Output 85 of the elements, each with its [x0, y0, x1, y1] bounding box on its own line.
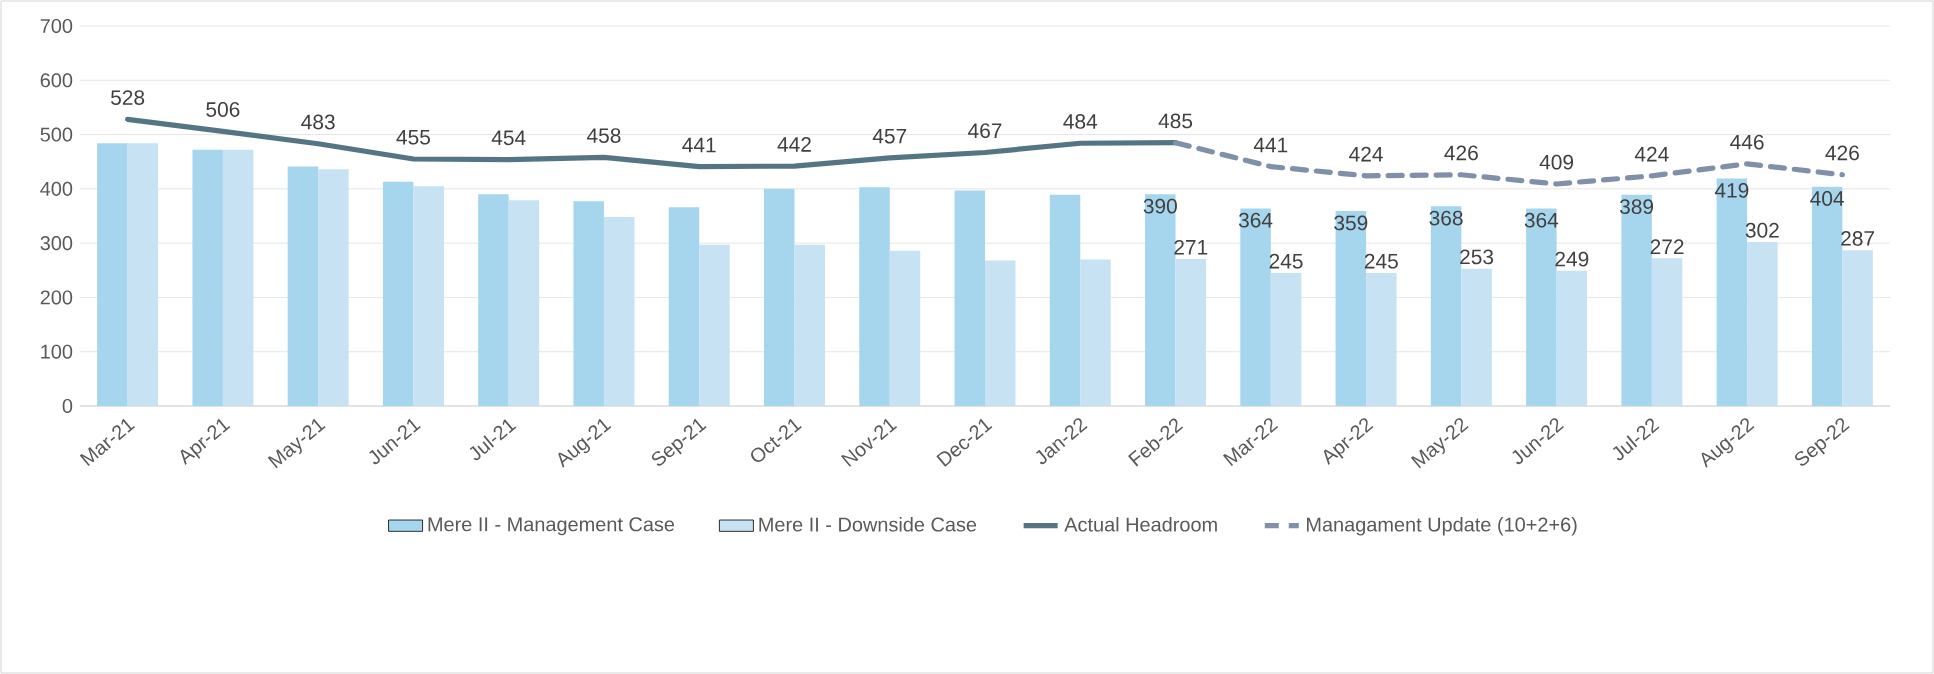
bar	[1430, 206, 1462, 406]
data-label: 506	[206, 102, 240, 117]
data-label: 424	[1634, 146, 1669, 162]
bar	[1811, 186, 1843, 406]
data-label: 390	[1143, 198, 1177, 214]
data-label: 389	[1619, 199, 1654, 215]
bar	[764, 188, 795, 406]
data-label: 442	[777, 137, 811, 152]
bar	[478, 194, 509, 406]
bar	[287, 166, 319, 406]
bar	[1651, 258, 1683, 406]
legend-label: Mere II - Downside Case	[759, 516, 977, 532]
data-label: 364	[1238, 212, 1273, 228]
data-label: 249	[1555, 251, 1589, 267]
bar	[127, 143, 159, 406]
bar	[1335, 211, 1367, 406]
data-label: 455	[396, 130, 430, 145]
data-label: 424	[1349, 146, 1383, 162]
bar	[1366, 273, 1397, 406]
y-tick-label: 500	[40, 127, 73, 142]
data-label: 528	[111, 90, 145, 105]
bar	[318, 169, 349, 406]
bar	[1080, 259, 1111, 406]
data-label: 253	[1460, 249, 1494, 265]
data-label: 454	[491, 130, 526, 146]
y-tick-label: 100	[41, 344, 73, 359]
legend-label: Mere II - Management Case	[428, 517, 675, 536]
bar	[1716, 178, 1748, 406]
bar	[603, 217, 635, 406]
bar	[573, 201, 604, 406]
data-label: 426	[1825, 145, 1859, 161]
bar	[1240, 208, 1271, 406]
data-label: 404	[1810, 191, 1844, 206]
bar	[508, 200, 540, 406]
bar	[985, 260, 1016, 406]
bar	[192, 149, 223, 406]
bar	[1049, 194, 1081, 406]
data-label: 441	[1253, 137, 1288, 153]
bar	[859, 187, 890, 406]
data-label: 287	[1841, 231, 1874, 246]
data-label: 359	[1334, 215, 1368, 231]
data-label: 484	[1063, 114, 1098, 129]
bar	[97, 143, 128, 406]
y-tick-label: 200	[40, 290, 73, 305]
data-label: 483	[301, 114, 335, 130]
bar	[1556, 270, 1588, 406]
y-tick-label: 300	[40, 236, 73, 251]
data-label: 446	[1730, 134, 1764, 150]
data-label: 245	[1364, 253, 1398, 269]
data-label: 368	[1429, 210, 1463, 226]
bar	[1747, 242, 1778, 406]
bar	[1175, 258, 1207, 406]
data-label: 272	[1650, 239, 1684, 254]
data-label: 364	[1524, 212, 1559, 228]
data-label: 458	[586, 128, 621, 143]
bar	[413, 186, 444, 406]
bar	[1842, 250, 1873, 406]
bar	[1145, 194, 1176, 406]
data-label: 441	[682, 137, 716, 153]
bar	[1461, 268, 1492, 406]
legend-label: Actual Headroom	[1064, 516, 1217, 532]
y-tick-label: 0	[62, 398, 73, 414]
data-label: 467	[968, 123, 1002, 139]
y-tick-label: 400	[40, 181, 73, 196]
data-label: 419	[1714, 182, 1749, 198]
bar	[382, 181, 414, 406]
data-label: 426	[1444, 145, 1478, 161]
y-tick-label: 600	[40, 73, 73, 88]
y-tick-label: 700	[40, 18, 73, 34]
bar	[794, 244, 825, 406]
bar	[1270, 273, 1302, 406]
data-label: 409	[1539, 154, 1574, 170]
data-label: 485	[1158, 113, 1193, 129]
bar	[668, 207, 700, 406]
data-label: 457	[872, 128, 907, 144]
data-label: 271	[1174, 239, 1208, 255]
bar	[222, 149, 254, 406]
data-label: 245	[1269, 253, 1303, 269]
bar	[699, 244, 730, 406]
bar	[1621, 194, 1652, 406]
bar	[1526, 208, 1557, 406]
legend-label: Managament Update (10+2+6)	[1307, 516, 1577, 536]
bar	[954, 190, 986, 406]
bar	[889, 250, 921, 406]
data-label: 302	[1745, 222, 1779, 238]
